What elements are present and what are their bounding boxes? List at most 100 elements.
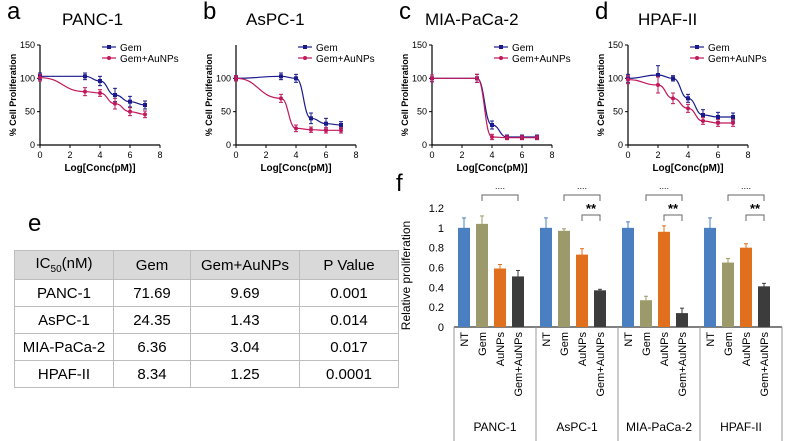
- data-point: [324, 121, 328, 126]
- data-point: [339, 123, 343, 127]
- data-point: [716, 121, 720, 125]
- table-cell: 8.34: [113, 360, 191, 388]
- data-point: [128, 99, 132, 104]
- x-tick-label: 0: [37, 150, 42, 160]
- bar: [512, 276, 524, 327]
- y-tick-label: 1.2: [429, 203, 444, 215]
- x-tick-label: 2: [263, 150, 268, 160]
- bar: [740, 247, 752, 327]
- bar-category-label: AuNPs: [741, 332, 753, 367]
- table-row: PANC-1 71.69 9.69 0.001: [14, 279, 399, 307]
- data-point: [686, 96, 690, 101]
- bar: [758, 286, 770, 327]
- x-axis-label: Log[Conc(pM)]: [652, 163, 723, 174]
- bar: [722, 262, 734, 327]
- x-tick-label: 8: [745, 150, 750, 160]
- x-tick-label: 4: [489, 150, 494, 160]
- x-tick-label: 6: [715, 150, 720, 160]
- table-cell: PANC-1: [14, 279, 114, 307]
- significance-label: **: [750, 201, 761, 216]
- significance-bracket: [745, 214, 765, 221]
- data-point: [309, 116, 313, 121]
- dose-response-chart-miapaca2: 0 50 100 150 0 2 4 6 8 Log[Conc(pM)] % Cell Prolif…: [400, 40, 571, 174]
- x-tick-label: 4: [685, 150, 690, 160]
- panel-title-c: MIA-PaCa-2: [425, 10, 519, 29]
- table-row: MIA-PaCa-2 6.36 3.04 0.017: [14, 333, 399, 361]
- bar-category-label: NT: [541, 332, 553, 347]
- y-tick-label: 0.4: [429, 282, 444, 294]
- table-cell: 71.69: [113, 279, 191, 307]
- table-cell: 0.001: [299, 279, 399, 307]
- significance-label: **: [668, 201, 679, 216]
- y-tick-label: 0.8: [429, 243, 444, 255]
- bar-category-label: Gem: [559, 332, 571, 356]
- panel-letter-b: b: [203, 0, 217, 25]
- y-axis-label: % Cell Proliferation: [204, 54, 214, 137]
- panel-title-a: PANC-1: [62, 10, 124, 29]
- group-label: MIA-PaCa-2: [626, 420, 692, 434]
- data-point: [128, 109, 132, 114]
- ic50-table: IC50(nM) Gem Gem+AuNPs P Value PANC-1 71…: [14, 250, 399, 388]
- y-tick-label: 50: [417, 107, 427, 117]
- data-point: [656, 73, 660, 77]
- data-point: [143, 112, 147, 117]
- table-cell: 3.04: [190, 333, 300, 361]
- bar: [640, 300, 652, 327]
- data-point: [716, 115, 720, 119]
- dose-response-chart-hpaf2: 0 50 100 150 0 2 4 6 8 Log[Conc(pM)] % Cell Prolif…: [596, 40, 767, 174]
- legend-marker: [107, 45, 111, 49]
- data-point: [490, 123, 494, 127]
- bar-category-label: Gem: [641, 332, 653, 356]
- table-cell: 9.69: [190, 279, 300, 307]
- data-point: [430, 76, 434, 81]
- table-header-ic50: IC50(nM): [14, 250, 114, 280]
- significance-label: **: [577, 188, 588, 196]
- y-tick-label: 0: [226, 140, 231, 150]
- y-axis-label: % Cell Proliferation: [8, 54, 18, 137]
- x-tick-label: 6: [323, 150, 328, 160]
- x-tick-label: 2: [459, 150, 464, 160]
- table-cell: 24.35: [113, 306, 191, 334]
- y-axis-label: % Cell Proliferation: [400, 54, 410, 137]
- data-point: [701, 113, 705, 117]
- data-point: [309, 127, 313, 132]
- bar-category-label: AuNPs: [495, 332, 507, 367]
- series-line-gem: [627, 74, 733, 118]
- data-point: [520, 135, 524, 140]
- significance-bracket: [563, 194, 601, 201]
- panel-letter-d: d: [595, 0, 609, 25]
- significance-bracket: [663, 214, 683, 221]
- legend-marker: [303, 56, 307, 60]
- bar-category-label: Gem: [723, 332, 735, 356]
- data-point: [535, 135, 539, 140]
- data-point: [490, 135, 494, 139]
- y-axis-label: Relative proliferation: [399, 221, 413, 330]
- x-tick-label: 6: [519, 150, 524, 160]
- y-tick-label: 1: [438, 223, 444, 235]
- bar-category-label: Gem+AuNPs: [595, 332, 607, 397]
- legend-label: Gem: [708, 43, 730, 54]
- panel-title-b: AsPC-1: [246, 10, 305, 29]
- data-point: [339, 128, 343, 133]
- table-cell: MIA-PaCa-2: [14, 333, 114, 361]
- x-tick-label: 0: [429, 150, 434, 160]
- legend-label: Gem: [316, 43, 338, 54]
- bar-category-label: Gem+AuNPs: [759, 332, 771, 397]
- panel-letter-f: f: [396, 170, 403, 197]
- dose-response-chart-aspc1: 0 50 100 0 2 4 6 8 Log[Conc(pM)] % Cell Prolifera…: [204, 43, 375, 174]
- table-header-gem: Gem: [113, 250, 191, 280]
- data-point: [38, 75, 42, 80]
- bar-category-label: Gem+AuNPs: [513, 332, 525, 397]
- legend-marker: [499, 56, 503, 60]
- legend-label: Gem+AuNPs: [708, 54, 767, 65]
- y-tick-label: 50: [613, 107, 623, 117]
- legend-marker: [303, 45, 307, 49]
- data-point: [686, 106, 690, 111]
- significance-bracket: [481, 194, 519, 201]
- legend-marker: [695, 45, 699, 49]
- significance-bracket: [645, 194, 683, 201]
- significance-label: **: [586, 201, 597, 216]
- data-point: [505, 135, 509, 140]
- x-axis-label: Log[Conc(pM)]: [64, 163, 135, 174]
